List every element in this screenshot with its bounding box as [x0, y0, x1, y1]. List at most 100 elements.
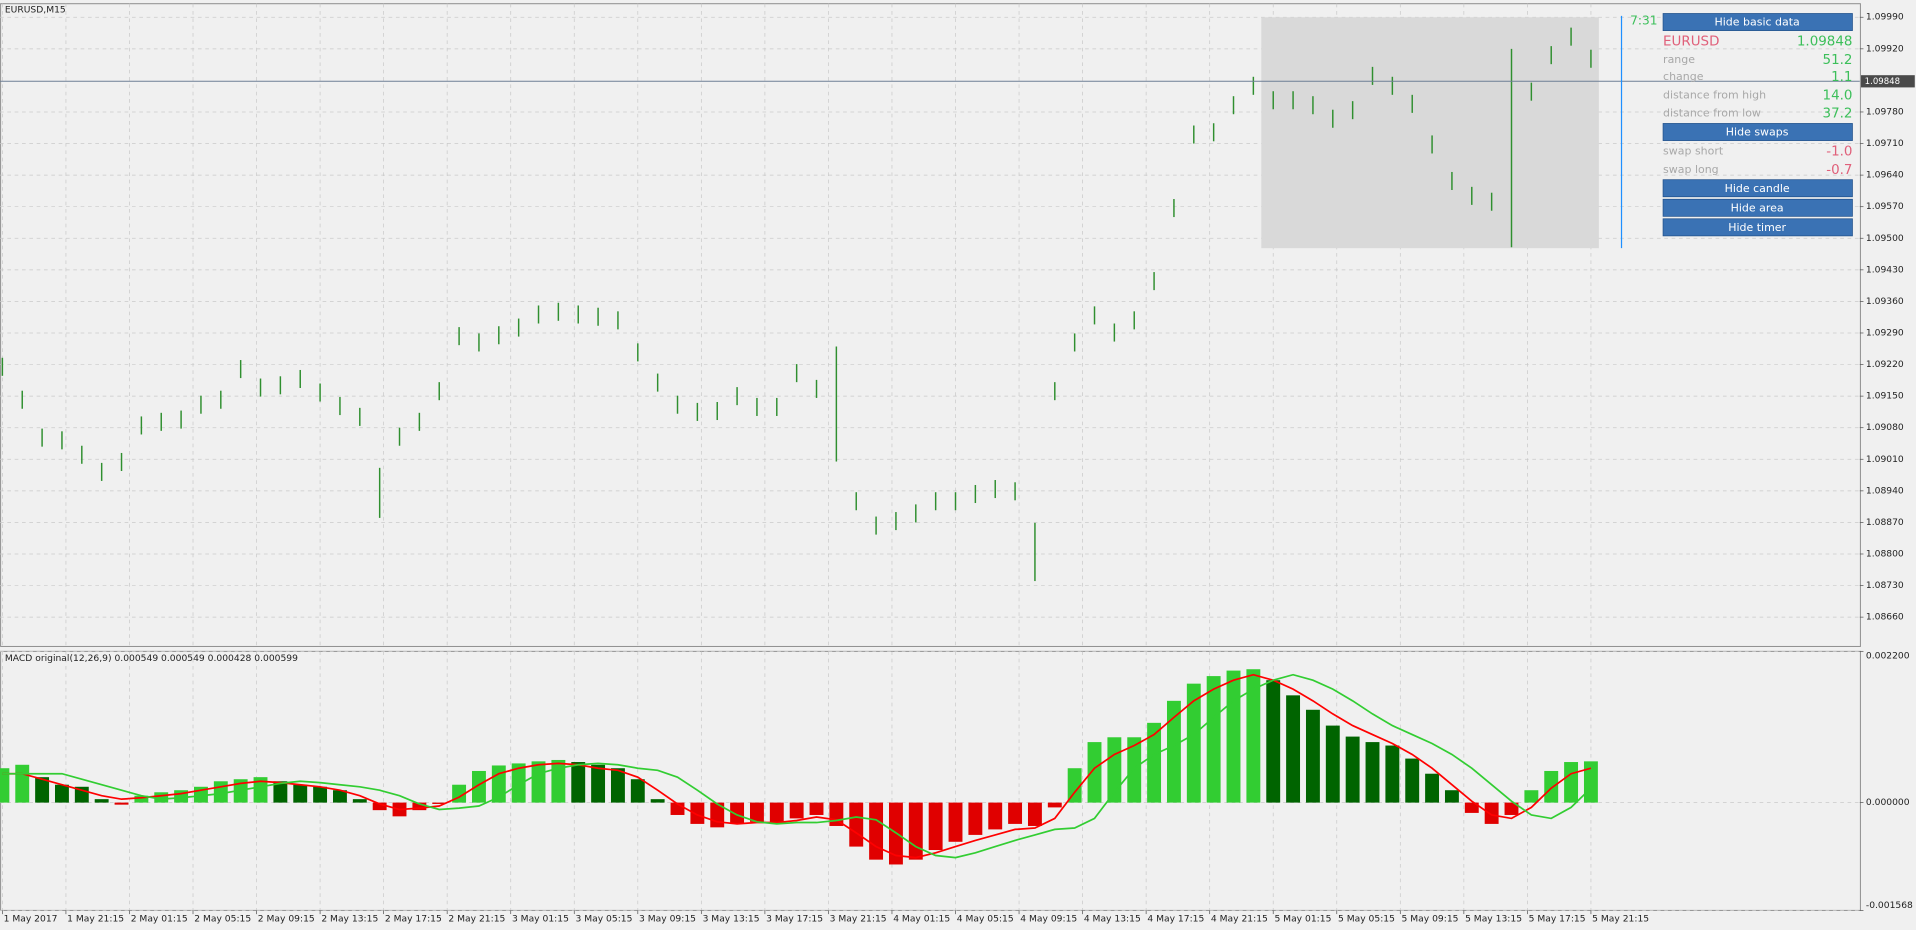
button-label[interactable]: Hide candle: [1725, 182, 1790, 195]
histogram-bar: [1405, 758, 1420, 803]
y-tick-label: 1.09570: [1866, 201, 1904, 212]
histogram-bar: [1524, 790, 1539, 803]
histogram-bar: [789, 802, 804, 819]
hide-candle-button[interactable]: Hide candle: [1662, 179, 1853, 198]
histogram-bar: [948, 802, 963, 842]
histogram-bar: [35, 777, 50, 803]
histogram-bar: [1047, 802, 1062, 808]
x-tick-label: 2 May 01:15: [131, 913, 188, 924]
histogram-bar: [1365, 742, 1380, 803]
y-tick-label: 1.09010: [1866, 454, 1904, 465]
y-tick-label: 1.08660: [1866, 612, 1904, 623]
histogram-bar: [1425, 773, 1440, 803]
histogram-bar: [0, 768, 10, 803]
histogram-bar: [1166, 700, 1181, 803]
y-tick-label: 1.08870: [1866, 517, 1904, 528]
histogram-bar: [869, 802, 884, 860]
y-tick-label: 1.09080: [1866, 422, 1904, 433]
histogram-bar: [849, 802, 864, 847]
y-tick-label: 1.09780: [1866, 106, 1904, 117]
histogram-bar: [94, 799, 109, 803]
hide-basic-data-button[interactable]: Hide basic data: [1662, 13, 1853, 31]
x-tick-label: 1 May 2017: [4, 913, 58, 924]
row-label: change: [1663, 70, 1704, 83]
y-tick-label: 1.09430: [1866, 264, 1904, 275]
button-label[interactable]: Hide area: [1731, 201, 1784, 214]
histogram-bar: [1067, 768, 1082, 803]
y-tick-label: 0.002200: [1866, 651, 1910, 662]
button-face[interactable]: [1662, 123, 1853, 141]
indicator-title: MACD original(12,26,9) 0.000549 0.000549…: [5, 653, 298, 664]
button-face[interactable]: [1662, 198, 1853, 217]
x-tick-label: 5 May 05:15: [1338, 913, 1395, 924]
x-tick-label: 4 May 01:15: [893, 913, 950, 924]
row-label: distance from high: [1663, 88, 1766, 101]
button-label[interactable]: Hide basic data: [1714, 16, 1799, 29]
histogram-bar: [1305, 709, 1320, 803]
button-face[interactable]: [1662, 13, 1853, 31]
window-label: EURUSD,M15: [5, 4, 66, 15]
y-tick-label: -0.001568: [1866, 900, 1913, 911]
histogram-bar: [55, 784, 69, 803]
histogram-bar: [1583, 761, 1598, 803]
histogram-bar: [749, 802, 764, 822]
button-face[interactable]: [1662, 218, 1853, 237]
y-tick-label: 1.09990: [1866, 12, 1904, 23]
histogram-bar: [1464, 802, 1479, 813]
button-label[interactable]: Hide timer: [1728, 221, 1786, 234]
y-tick-label: 1.09220: [1866, 359, 1904, 370]
x-tick-label: 2 May 21:15: [448, 913, 505, 924]
histogram-bar: [591, 764, 606, 803]
histogram-bar: [15, 764, 30, 803]
histogram-bar: [1444, 790, 1459, 803]
button-label[interactable]: Hide swaps: [1726, 126, 1789, 139]
x-tick-label: 3 May 17:15: [766, 913, 823, 924]
y-tick-label: 1.08940: [1866, 485, 1904, 496]
histogram-bar: [1206, 676, 1221, 803]
row-value: 51.2: [1823, 53, 1853, 68]
histogram-bar: [988, 802, 1003, 830]
histogram-bar: [412, 802, 427, 811]
histogram-bar: [531, 761, 546, 803]
x-tick-label: 5 May 13:15: [1465, 913, 1522, 924]
histogram-bar: [1385, 745, 1400, 803]
histogram-bar: [769, 802, 784, 824]
histogram-bar: [968, 802, 983, 835]
symbol: EURUSD: [1663, 35, 1719, 50]
indicator-line: [2, 673, 1592, 859]
timer: 7:31: [1630, 13, 1657, 27]
indicator-line: [2, 673, 1592, 859]
price: 1.09848: [1797, 35, 1853, 50]
histogram-bar: [1226, 670, 1241, 803]
x-tick-label: 3 May 21:15: [830, 913, 887, 924]
swap-value: -0.7: [1826, 163, 1852, 178]
day-range-area: [1261, 17, 1599, 249]
x-tick-label: 5 May 01:15: [1274, 913, 1331, 924]
x-tick-label: 3 May 13:15: [703, 913, 760, 924]
histogram-bar: [114, 802, 129, 805]
histogram-bar: [1484, 802, 1499, 824]
histogram-bar: [571, 762, 586, 803]
x-tick-label: 5 May 17:15: [1529, 913, 1586, 924]
hide-swaps-button[interactable]: Hide swaps: [1662, 123, 1853, 141]
x-tick-label: 2 May 13:15: [321, 913, 378, 924]
histogram-bar: [154, 792, 169, 803]
row-value: 1.1: [1831, 70, 1852, 85]
price-pane: [0, 3, 1861, 647]
hide-timer-button[interactable]: Hide timer: [1662, 218, 1853, 237]
histogram-bar: [1246, 669, 1261, 803]
x-tick-label: 3 May 01:15: [512, 913, 569, 924]
x-tick-label: 2 May 17:15: [385, 913, 442, 924]
histogram-bar: [1087, 742, 1102, 803]
x-tick-label: 4 May 13:15: [1084, 913, 1141, 924]
histogram-bar: [432, 802, 447, 804]
x-tick-label: 3 May 09:15: [639, 913, 696, 924]
hide-area-button[interactable]: Hide area: [1662, 198, 1853, 217]
histogram-bar: [471, 770, 486, 803]
button-face[interactable]: [1662, 179, 1853, 198]
histogram-bar: [610, 768, 625, 803]
histogram-bar: [213, 781, 228, 803]
histogram-bar: [1186, 683, 1201, 803]
histogram-bar: [253, 777, 268, 803]
histogram-bar: [551, 759, 566, 803]
